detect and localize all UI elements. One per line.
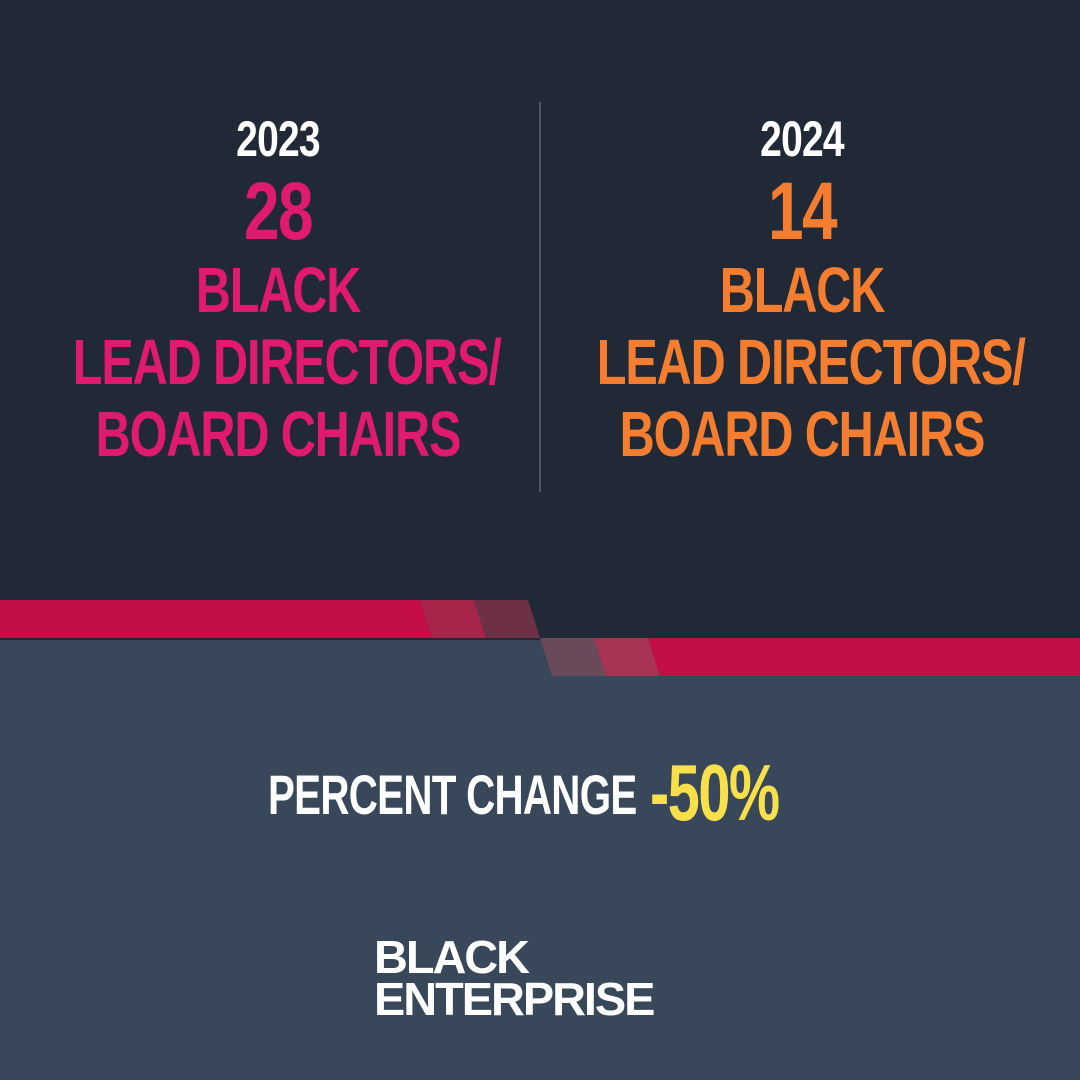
stat-2024: 2024 14 BLACK LEAD DIRECTORS/ BOARD CHAI… bbox=[532, 108, 1072, 470]
bottom-panel bbox=[0, 640, 1080, 1080]
band-right-fade-1 bbox=[540, 638, 606, 676]
stat-line-2-2023: LEAD DIRECTORS/ bbox=[72, 326, 502, 398]
stat-line-1-2023: BLACK bbox=[195, 254, 362, 326]
stat-line-3-2023: BOARD CHAIRS bbox=[95, 398, 462, 470]
band-left-stripe bbox=[0, 600, 432, 638]
percent-change-label: PERCENT CHANGE bbox=[268, 763, 637, 826]
stat-line-3-2024: BOARD CHAIRS bbox=[619, 398, 986, 470]
band-left-fade-1 bbox=[420, 600, 486, 638]
logo-line-2: ENTERPRISE bbox=[374, 973, 655, 1025]
year-label-2023: 2023 bbox=[236, 111, 320, 167]
count-2024: 14 bbox=[767, 166, 838, 257]
stat-2023: 2023 28 BLACK LEAD DIRECTORS/ BOARD CHAI… bbox=[8, 108, 548, 470]
logo-line-1: BLACK bbox=[374, 931, 530, 983]
percent-change-value: -50% bbox=[650, 748, 780, 837]
column-divider bbox=[539, 102, 541, 492]
stat-line-1-2024: BLACK bbox=[719, 254, 886, 326]
black-enterprise-logo: BLACK ENTERPRISE bbox=[374, 934, 714, 1022]
stat-line-2-2024: LEAD DIRECTORS/ bbox=[596, 326, 1026, 398]
percent-change-row: PERCENT CHANGE -50% bbox=[0, 750, 1080, 840]
band-left-fade-2 bbox=[474, 600, 540, 638]
year-label-2024: 2024 bbox=[760, 111, 844, 167]
band-right-stripe bbox=[648, 638, 1080, 676]
count-2023: 28 bbox=[243, 166, 314, 257]
decorative-band bbox=[0, 600, 1080, 676]
band-right-fade-2 bbox=[594, 638, 660, 676]
